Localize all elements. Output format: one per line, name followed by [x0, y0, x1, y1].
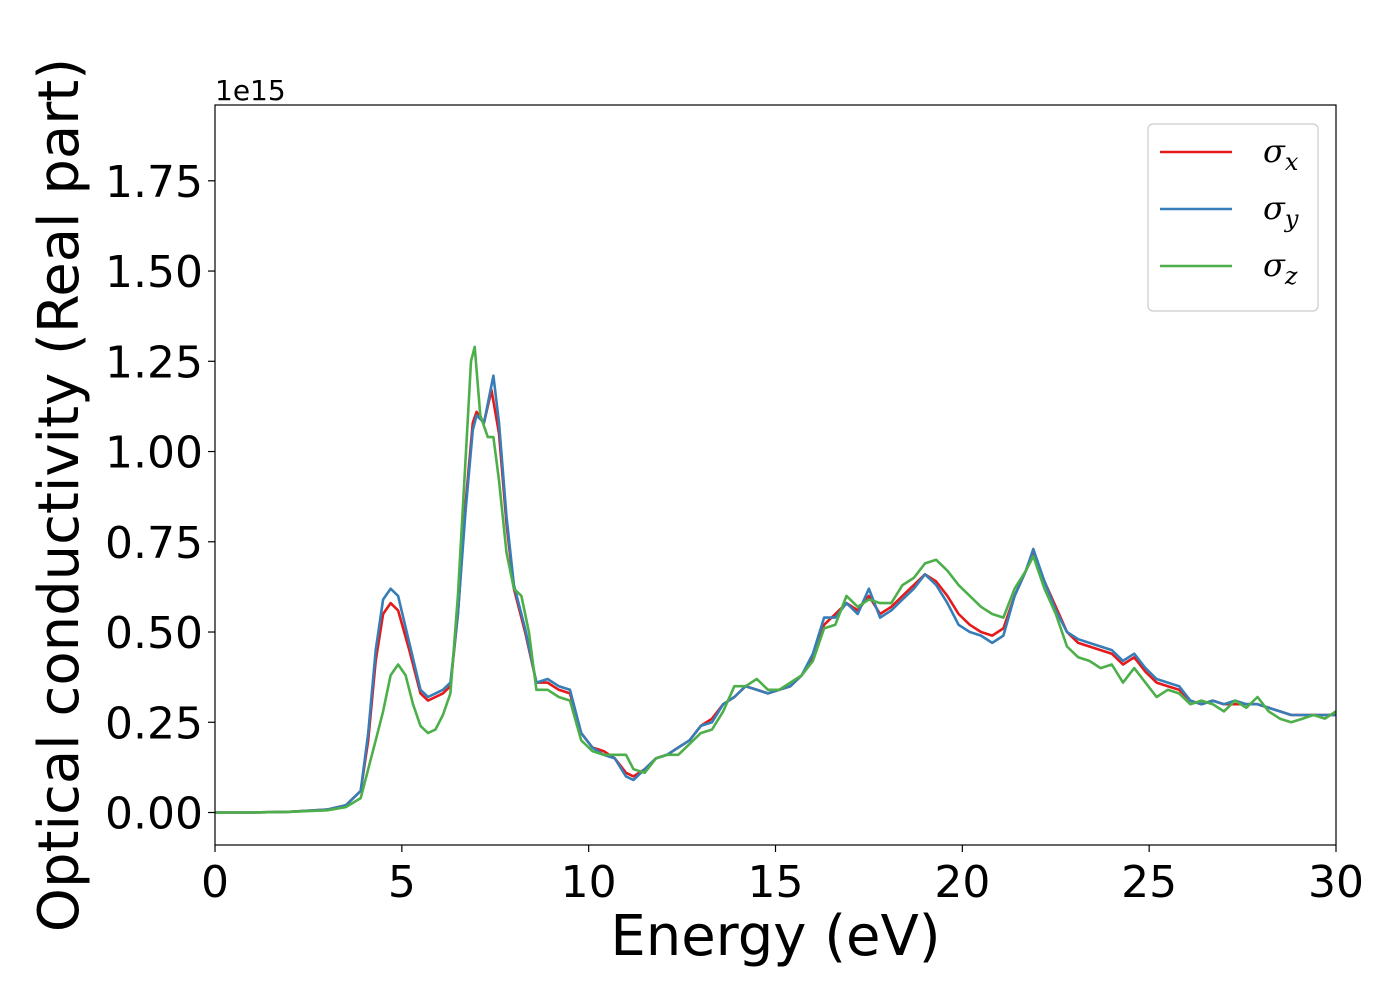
y-tick-label: 1.25: [105, 337, 203, 388]
y-tick-label: 1.00: [105, 428, 203, 479]
y-tick-label: 0.50: [105, 608, 203, 659]
y-offset-label: 1e15: [215, 74, 286, 107]
y-tick-label: 0.75: [105, 518, 203, 569]
x-tick-label: 20: [934, 857, 990, 908]
y-axis-title: Optical conductivity (Real part): [27, 58, 92, 932]
x-tick-label: 5: [388, 857, 416, 908]
x-tick-label: 0: [201, 857, 229, 908]
x-tick-label: 30: [1308, 857, 1364, 908]
y-tick-label: 0.00: [105, 789, 203, 840]
y-tick-label: 1.50: [105, 247, 203, 298]
y-tick-label: 1.75: [105, 157, 203, 208]
x-tick-label: 10: [561, 857, 617, 908]
x-tick-label: 15: [748, 857, 804, 908]
y-axis: 0.00 0.25 0.50 0.75 1.00 1.25 1.50 1.75: [105, 157, 215, 840]
x-axis: 0 5 10 15 20 25 30: [201, 845, 1364, 908]
x-axis-title: Energy (eV): [610, 904, 940, 969]
x-tick-label: 25: [1121, 857, 1177, 908]
series-line-3: [215, 345, 1336, 814]
series-line-2: [215, 374, 1336, 814]
legend-box: [1147, 123, 1319, 312]
y-tick-label: 0.25: [105, 698, 203, 749]
series-layer: [215, 345, 1336, 814]
